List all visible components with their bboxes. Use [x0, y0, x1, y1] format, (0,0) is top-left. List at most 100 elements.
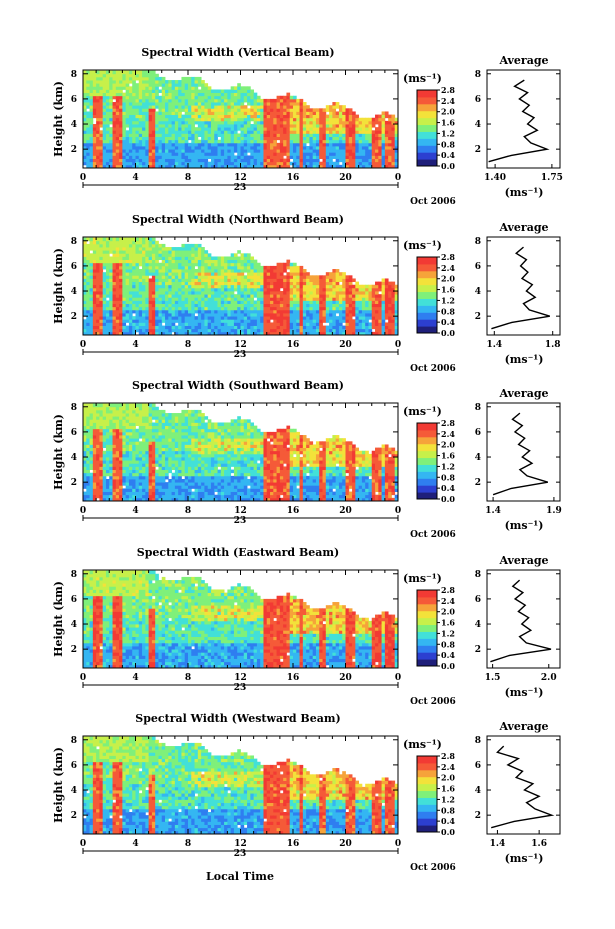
heatmap-cell: [115, 237, 120, 242]
heatmap-cell: [119, 114, 123, 119]
heatmap-cell: [335, 111, 340, 115]
heatmap-cell: [250, 300, 255, 304]
heatmap-cell: [312, 278, 317, 282]
heatmap-cell: [86, 281, 90, 286]
heatmap-cell: [210, 139, 215, 144]
heatmap-cell: [119, 243, 123, 248]
heatmap-cell: [197, 328, 202, 333]
heatmap-cell: [197, 158, 202, 163]
heatmap-cell: [283, 265, 287, 270]
heatmap-cell: [276, 309, 281, 314]
heatmap-cell: [89, 472, 94, 477]
heatmap-cell: [155, 291, 159, 295]
heatmap-cell: [122, 328, 127, 333]
heatmap-cell: [299, 300, 304, 304]
heatmap-cell: [109, 316, 113, 320]
colorbar-tick-label: 2.4: [441, 263, 455, 273]
heatmap-cell: [86, 316, 90, 320]
heatmap-cell: [289, 105, 294, 109]
heatmap-cell: [224, 155, 228, 159]
heatmap-cell: [384, 303, 389, 308]
heatmap-cell: [276, 291, 281, 295]
heatmap-cell: [89, 284, 94, 289]
heatmap-cell: [181, 83, 186, 87]
heatmap-cell: [168, 256, 172, 261]
heatmap-cell: [243, 300, 248, 304]
heatmap-cell: [112, 269, 117, 273]
heatmap-cell: [168, 284, 172, 289]
heatmap-cell: [204, 142, 209, 147]
heatmap-cell: [135, 136, 140, 141]
heatmap-cell: [135, 250, 140, 254]
heatmap-cell: [158, 114, 163, 119]
heatmap-cell: [309, 114, 314, 119]
heatmap-cell: [368, 152, 373, 156]
heatmap-cell: [92, 291, 97, 295]
heatmap-cell: [142, 139, 146, 144]
heatmap-cell: [296, 306, 300, 311]
heatmap-cell: [352, 133, 356, 137]
heatmap-cell: [365, 309, 369, 314]
heatmap-cell: [319, 108, 323, 112]
heatmap-cell: [89, 83, 94, 87]
heatmap-cell: [138, 124, 143, 128]
heatmap-cell: [361, 297, 366, 301]
heatmap-cell: [263, 139, 268, 144]
heatmap-cell: [174, 287, 179, 292]
heatmap-cell: [83, 152, 87, 156]
heatmap-cell: [375, 306, 379, 311]
heatmap-cell: [253, 316, 258, 320]
heatmap-cell: [210, 328, 215, 333]
heatmap-cell: [276, 158, 281, 163]
heatmap-cell: [355, 325, 360, 330]
heatmap-cell: [253, 111, 258, 115]
heatmap-cell: [270, 120, 274, 125]
heatmap-cell: [345, 139, 350, 144]
heatmap-cell: [345, 300, 350, 304]
heatmap-cell: [102, 262, 107, 267]
heatmap-cell: [188, 149, 192, 153]
heatmap-cell: [260, 108, 264, 112]
heatmap-cell: [96, 95, 100, 100]
heatmap-cell: [122, 133, 127, 137]
heatmap-cell: [112, 306, 117, 311]
heatmap-cell: [165, 316, 169, 320]
heatmap-cell: [302, 114, 307, 119]
heatmap-cell: [138, 309, 143, 314]
heatmap-cell: [230, 309, 235, 314]
heatmap-cell: [368, 158, 373, 163]
heatmap-cell: [237, 124, 241, 128]
heatmap-cell: [240, 102, 245, 106]
heatmap-cell: [309, 281, 314, 286]
heatmap-cell: [256, 139, 261, 144]
heatmap-cell: [224, 124, 228, 128]
heatmap-cell: [361, 319, 366, 323]
heatmap-cell: [237, 95, 241, 100]
heatmap-cell: [191, 309, 195, 314]
heatmap-cell: [102, 287, 107, 292]
heatmap-cell: [315, 319, 320, 323]
heatmap-cell: [345, 111, 350, 115]
heatmap-cell: [296, 161, 300, 166]
heatmap-cell: [188, 136, 192, 141]
heatmap-cell: [112, 92, 117, 97]
heatmap-cell: [128, 331, 133, 336]
heatmap-cell: [83, 146, 87, 150]
heatmap-cell: [224, 120, 228, 125]
heatmap-cell: [138, 322, 143, 326]
heatmap-cell: [132, 136, 136, 141]
heatmap-cell: [247, 130, 251, 134]
heatmap-cell: [256, 120, 261, 125]
heatmap-cell: [102, 105, 107, 109]
heatmap-cell: [250, 142, 255, 147]
heatmap-cell: [368, 146, 373, 150]
heatmap-cell: [86, 422, 90, 427]
heatmap-cell: [348, 146, 353, 150]
heatmap-cell: [338, 142, 343, 147]
heatmap-cell: [306, 275, 310, 279]
heatmap-cell: [174, 275, 179, 279]
heatmap-cell: [194, 297, 199, 301]
heatmap-cell: [296, 294, 300, 298]
heatmap-cell: [227, 92, 232, 97]
heatmap-cell: [315, 130, 320, 134]
